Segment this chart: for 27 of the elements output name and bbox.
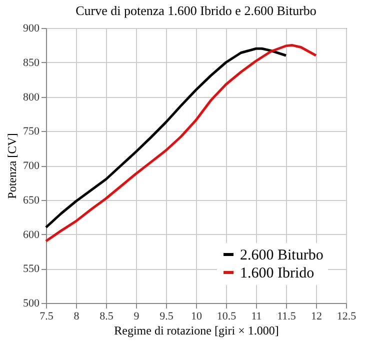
x-tick-label: 9 — [134, 310, 140, 322]
y-tick-label: 850 — [23, 56, 40, 69]
x-tick-label: 8 — [74, 310, 80, 322]
y-tick-label: 800 — [23, 91, 40, 104]
y-tick-label: 700 — [23, 160, 40, 172]
y-tick-label: 900 — [23, 22, 40, 34]
line-series — [44, 44, 318, 242]
x-tick-label: 9.5 — [160, 310, 174, 322]
y-tick-label: 650 — [23, 194, 40, 206]
x-tick-label: 11 — [251, 310, 262, 322]
line-series — [44, 47, 288, 229]
x-tick-label: 10 — [191, 310, 202, 322]
y-axis-title: Potenza [CV] — [5, 133, 19, 199]
x-tick-label: 12.5 — [336, 310, 357, 322]
x-tick-label: 10.5 — [216, 310, 237, 322]
y-tick-label: 750 — [23, 126, 40, 138]
legend-label: 1.600 Ibrido — [240, 266, 314, 282]
y-tick-label: 500 — [23, 298, 40, 310]
y-tick-label: 550 — [23, 263, 40, 276]
x-tick-label: 12 — [311, 310, 322, 322]
y-tick-label: 600 — [23, 228, 40, 241]
x-tick-label: 11.5 — [277, 310, 296, 322]
x-axis-title: Regime di rotazione [giri × 1.000] — [114, 324, 279, 338]
x-tick-label: 7.5 — [40, 310, 54, 322]
chart-title: Curve di potenza 1.600 Ibrido e 2.600 Biturbo — [76, 3, 316, 18]
legend-label: 2.600 Biturbo — [240, 248, 324, 264]
x-tick-label: 8.5 — [100, 310, 114, 322]
